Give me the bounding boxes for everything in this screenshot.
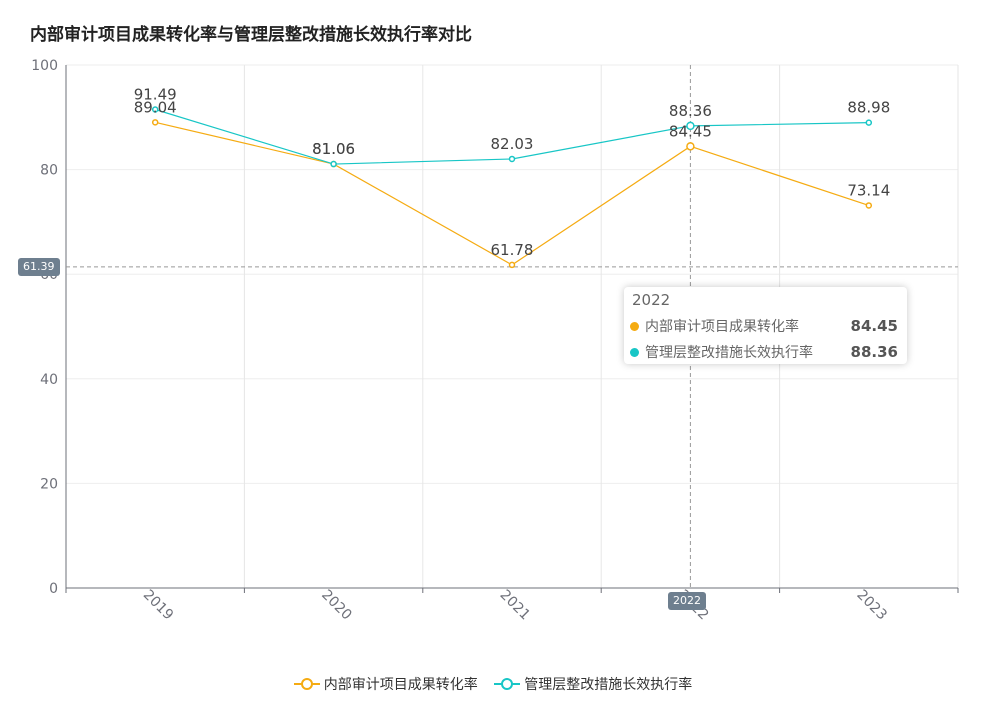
crosshair-y-label: 61.39 <box>18 258 60 276</box>
x-tick-label: 2021 <box>497 587 534 624</box>
data-point <box>865 119 873 126</box>
tooltip-row: 管理层整改措施长效执行率 88.36 <box>630 341 902 363</box>
y-tick-label: 100 <box>31 58 58 74</box>
legend-item[interactable]: 管理层整改措施长效执行率 <box>494 674 692 694</box>
data-label: 81.06 <box>312 140 355 158</box>
data-label: 73.14 <box>847 181 890 199</box>
data-label: 89.04 <box>134 98 177 116</box>
data-label: 82.03 <box>491 135 534 153</box>
chart-title: 内部审计项目成果转化率与管理层整改措施长效执行率对比 <box>30 25 472 45</box>
legend-label: 内部审计项目成果转化率 <box>323 677 478 693</box>
data-label: 91.49 <box>134 86 177 104</box>
data-label: 81.06 <box>312 140 355 158</box>
data-point <box>151 106 159 113</box>
tooltip-title: 2022 <box>632 291 671 309</box>
data-point <box>865 202 873 209</box>
y-tick-label: 20 <box>40 476 58 492</box>
legend-swatch-icon <box>293 678 320 690</box>
tooltip-dot <box>630 321 639 331</box>
y-tick-label: 80 <box>40 163 58 179</box>
tooltip-series-value: 84.45 <box>850 317 898 335</box>
data-point <box>508 261 516 269</box>
legend: 内部审计项目成果转化率 管理层整改措施长效执行率 <box>0 674 986 695</box>
x-tick-label: 2019 <box>140 587 177 624</box>
legend-label: 管理层整改措施长效执行率 <box>524 677 693 693</box>
data-label: 88.36 <box>669 102 712 120</box>
tooltip-series-name: 内部审计项目成果转化率 <box>645 319 799 335</box>
data-point <box>686 121 695 131</box>
data-point <box>330 160 337 168</box>
tooltip-series-name: 管理层整改措施长效执行率 <box>645 345 813 361</box>
y-tick-label: 0 <box>49 581 58 597</box>
x-tick-label: 2020 <box>318 587 355 624</box>
data-point <box>508 155 516 163</box>
y-tick-label: 40 <box>40 372 58 388</box>
legend-item[interactable]: 内部审计项目成果转化率 <box>293 674 478 694</box>
tooltip-row: 内部审计项目成果转化率 84.45 <box>630 315 902 337</box>
legend-swatch-icon <box>494 678 521 690</box>
tooltip-dot <box>630 347 639 357</box>
data-label: 88.98 <box>847 99 890 117</box>
data-point <box>151 119 159 126</box>
crosshair-x-label: 2022 <box>668 592 706 610</box>
data-point <box>686 142 695 151</box>
data-label: 84.45 <box>669 122 712 140</box>
tooltip: 2022 内部审计项目成果转化率 84.45 管理层整改措施长效执行率 88.3… <box>624 287 907 364</box>
x-tick-label: 2023 <box>853 587 890 624</box>
data-label: 61.78 <box>491 241 534 259</box>
tooltip-series-value: 88.36 <box>850 343 898 361</box>
